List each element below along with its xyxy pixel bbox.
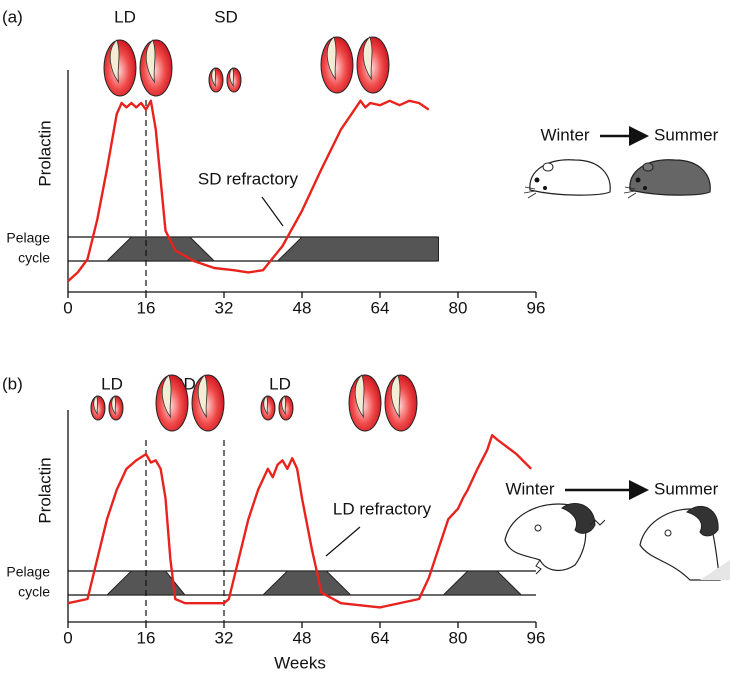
hamster-winter [523, 159, 611, 199]
annotation: SD refractory [198, 169, 299, 188]
pelage-molt [276, 236, 439, 262]
photoperiod-label: SD [214, 7, 238, 26]
pelage-molt [105, 236, 216, 262]
gonad-cap [145, 39, 156, 84]
gonad [108, 395, 124, 421]
gonad [226, 67, 242, 93]
x-axis-label: Weeks [274, 653, 326, 672]
gonad-cap [161, 374, 172, 419]
photoperiod-label: LD [269, 374, 291, 393]
pelage-molt [442, 570, 523, 596]
gonad-cap [109, 39, 120, 84]
gonad-cap [263, 395, 268, 416]
panel-label: (b) [2, 374, 23, 393]
panel-label: (a) [2, 7, 23, 26]
pelage-label: cycle [18, 250, 50, 266]
x-tick-label: 96 [527, 298, 546, 317]
gonad-cap [197, 374, 208, 419]
gonad [103, 39, 137, 97]
gonad-cap [390, 374, 401, 419]
prolactin-line [67, 434, 532, 609]
annotation-pointer [325, 526, 361, 557]
sheep-winter [504, 503, 606, 575]
gonad-cap [93, 395, 98, 416]
gonad-cap [211, 67, 216, 88]
hamster-summer [623, 159, 711, 199]
gonad [139, 39, 173, 97]
gonad [356, 36, 390, 94]
gonad [260, 395, 276, 421]
x-tick-label: 80 [449, 628, 468, 647]
gonad-cap [229, 67, 234, 88]
x-tick-label: 32 [215, 298, 234, 317]
gonad [384, 374, 418, 432]
x-tick-label: 16 [137, 298, 156, 317]
x-tick-label: 48 [293, 628, 312, 647]
gonad [278, 395, 294, 421]
season-label: Winter [505, 479, 554, 498]
panel: (a) Pelage cycle Prolactin 0 16 32 48 64 80 96 LD SD… [2, 7, 719, 317]
prolactin-line [67, 99, 430, 283]
gonad-cap [354, 374, 365, 419]
pelage-label: Pelage [6, 230, 50, 246]
photoperiod-label: LD [114, 7, 136, 26]
x-tick-label: 96 [527, 628, 546, 647]
y-axis-label: Prolactin [35, 120, 54, 186]
gonad [320, 36, 354, 94]
sheep-summer [639, 506, 730, 581]
annotation: LD refractory [333, 499, 432, 518]
gonad-cap [111, 395, 116, 416]
panel: (b) Pelage cycle Prolactin 0 16 32 48 64 80 96 Week… [2, 374, 719, 672]
season-label: Winter [540, 125, 589, 144]
gonad [208, 67, 224, 93]
gonad [155, 374, 189, 432]
gonad-cap [362, 36, 373, 81]
x-tick-label: 64 [371, 298, 390, 317]
photoperiod-label: LD [101, 374, 123, 393]
y-axis-label: Prolactin [35, 457, 54, 523]
pelage-molt [261, 570, 352, 596]
x-tick-label: 0 [63, 628, 72, 647]
x-tick-label: 0 [63, 298, 72, 317]
x-tick-label: 16 [137, 628, 156, 647]
x-tick-label: 80 [449, 298, 468, 317]
pelage-label: Pelage [6, 564, 50, 580]
x-tick-label: 48 [293, 298, 312, 317]
x-tick-label: 32 [215, 628, 234, 647]
gonad [191, 374, 225, 432]
x-tick-label: 64 [371, 628, 390, 647]
season-label: Summer [654, 125, 719, 144]
gonad [90, 395, 106, 421]
annotation-pointer [261, 196, 284, 227]
gonad-cap [281, 395, 286, 416]
pelage-label: cycle [18, 584, 50, 600]
gonad [348, 374, 382, 432]
season-label: Summer [654, 479, 719, 498]
gonad-cap [326, 36, 337, 81]
